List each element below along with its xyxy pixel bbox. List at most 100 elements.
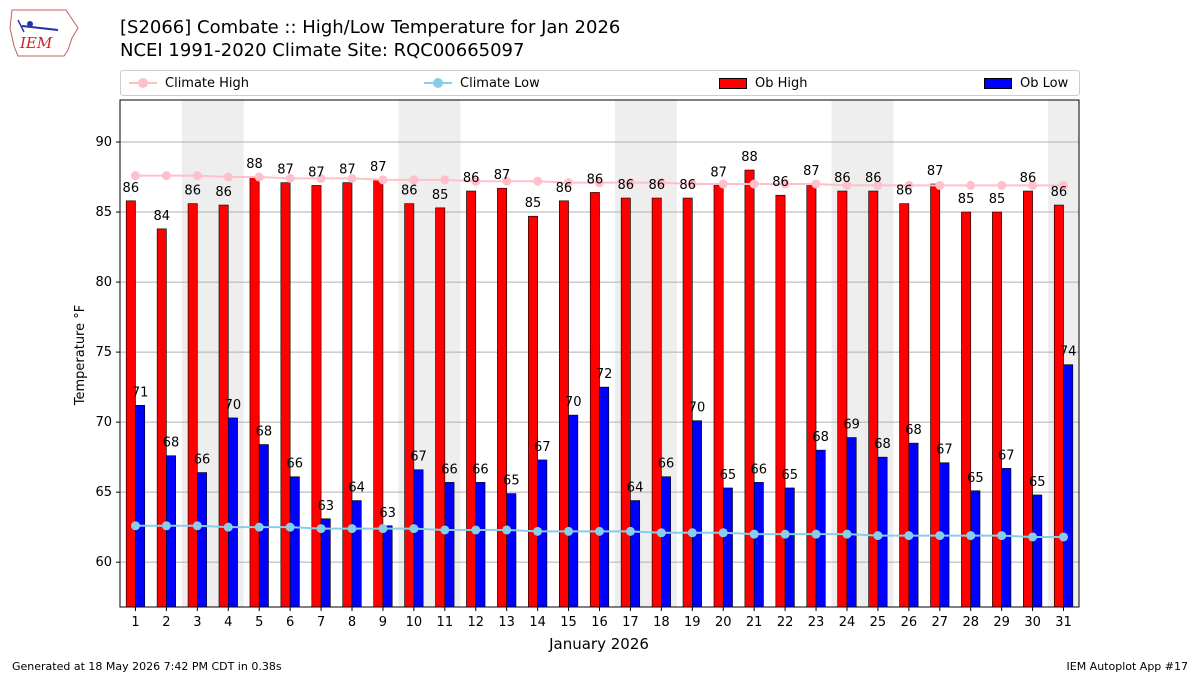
x-tick-label: 15 bbox=[560, 615, 577, 630]
bars-group bbox=[125, 169, 1074, 608]
ob-high-label: 85 bbox=[989, 192, 1006, 207]
ob-high-label: 86 bbox=[648, 178, 665, 193]
x-tick-label: 13 bbox=[498, 615, 515, 630]
ob-low-label: 67 bbox=[534, 440, 551, 455]
ob-low-label: 68 bbox=[256, 425, 273, 440]
ob-low-label: 66 bbox=[287, 457, 304, 472]
legend-label: Ob High bbox=[755, 75, 808, 91]
ob-low-bar bbox=[692, 420, 702, 608]
ob-low-label: 66 bbox=[194, 453, 211, 468]
climate-high-point bbox=[471, 176, 481, 186]
x-tick-label: 1 bbox=[131, 615, 139, 630]
ob-high-bar bbox=[156, 228, 167, 608]
ob-low-label: 68 bbox=[812, 430, 829, 445]
climate-high-point bbox=[285, 173, 295, 183]
legend-label: Climate Low bbox=[460, 75, 540, 91]
x-tick-label: 11 bbox=[437, 615, 454, 630]
legend-label: Ob Low bbox=[1020, 75, 1069, 91]
climate-high-point bbox=[440, 175, 450, 185]
climate-high-point bbox=[625, 178, 635, 188]
ob-low-bar bbox=[382, 525, 393, 608]
ob-high-bar bbox=[744, 169, 755, 608]
climate-high-point bbox=[192, 171, 202, 181]
ob-low-bar bbox=[413, 469, 424, 608]
ob-high-bar bbox=[1053, 204, 1064, 608]
ob-high-bar bbox=[620, 197, 631, 608]
climate-low-point bbox=[625, 526, 635, 536]
ob-low-bar bbox=[815, 449, 826, 608]
footer-generated-text: Generated at 18 May 2026 7:42 PM CDT in … bbox=[12, 660, 282, 673]
climate-low-point bbox=[440, 525, 450, 535]
ob-high-label: 87 bbox=[927, 164, 944, 179]
climate-high-point bbox=[223, 172, 233, 182]
ob-high-bar bbox=[868, 190, 879, 608]
climate-low-point bbox=[316, 524, 326, 534]
chart-legend: Climate High Climate Low Ob High Ob Low bbox=[120, 70, 1080, 96]
ob-high-bar bbox=[992, 211, 1002, 608]
ob-high-label: 88 bbox=[741, 150, 758, 165]
ob-high-label: 87 bbox=[308, 165, 325, 180]
x-tick-label: 28 bbox=[962, 615, 979, 630]
x-tick-label: 25 bbox=[870, 615, 887, 630]
climate-high-point bbox=[904, 180, 914, 190]
ob-high-label: 87 bbox=[339, 163, 356, 178]
ob-high-label: 86 bbox=[401, 184, 418, 199]
x-tick-label: 22 bbox=[777, 615, 794, 630]
x-tick-label: 6 bbox=[286, 615, 294, 630]
climate-high-point bbox=[873, 180, 883, 190]
climate-low-point bbox=[873, 531, 883, 541]
climate-low-point bbox=[842, 529, 852, 539]
x-tick-label: 31 bbox=[1055, 615, 1072, 630]
climate-low-point bbox=[966, 531, 976, 541]
ob-high-bar bbox=[280, 182, 291, 608]
climate-high-point bbox=[254, 172, 264, 182]
ob-low-label: 64 bbox=[627, 481, 644, 496]
climate-high-point bbox=[564, 178, 574, 188]
x-tick-label: 14 bbox=[529, 615, 546, 630]
ob-low-label: 65 bbox=[967, 471, 984, 486]
climate-low-point bbox=[533, 526, 543, 536]
climate-low-point bbox=[1059, 532, 1069, 542]
ob-low-bar bbox=[661, 476, 671, 608]
ob-high-label: 86 bbox=[679, 178, 696, 193]
ob-low-bar bbox=[197, 472, 207, 608]
climate-high-point bbox=[780, 179, 790, 189]
ob-high-label: 86 bbox=[1051, 185, 1068, 200]
ob-low-label: 66 bbox=[472, 462, 489, 477]
ob-high-label: 84 bbox=[153, 209, 170, 224]
x-axis-label: January 2026 bbox=[548, 635, 649, 653]
ob-high-bar bbox=[961, 211, 972, 608]
ob-low-label: 70 bbox=[565, 395, 582, 410]
ob-low-label: 65 bbox=[1029, 475, 1046, 490]
ob-low-bar bbox=[753, 482, 764, 608]
climate-high-point bbox=[811, 179, 821, 189]
ob-low-bar bbox=[599, 386, 610, 608]
ob-low-label: 66 bbox=[441, 462, 458, 477]
ob-high-bar bbox=[187, 203, 198, 608]
x-tick-label: 18 bbox=[653, 615, 670, 630]
ob-high-label: 86 bbox=[463, 171, 480, 186]
ob-high-bar bbox=[249, 176, 260, 608]
ob-low-bar bbox=[630, 500, 641, 608]
legend-item-climate-high: Climate High bbox=[129, 71, 249, 95]
ob-low-label: 68 bbox=[874, 437, 891, 452]
climate-low-point bbox=[935, 531, 945, 541]
climate-high-point bbox=[997, 180, 1007, 190]
ob-high-label: 86 bbox=[834, 171, 851, 186]
x-tick-label: 30 bbox=[1024, 615, 1041, 630]
ob-high-label: 88 bbox=[246, 157, 263, 172]
ob-low-label: 72 bbox=[596, 367, 613, 382]
x-tick-label: 17 bbox=[622, 615, 639, 630]
ob-high-bar bbox=[342, 182, 353, 608]
ob-low-label: 66 bbox=[658, 457, 675, 472]
x-tick-label: 20 bbox=[715, 615, 732, 630]
y-tick-label: 85 bbox=[95, 205, 112, 220]
ob-low-label: 63 bbox=[317, 499, 334, 514]
climate-high-point bbox=[502, 176, 512, 186]
footer-app-text: IEM Autoplot App #17 bbox=[1066, 660, 1189, 673]
ob-high-bar bbox=[589, 192, 600, 608]
ob-high-bar bbox=[837, 190, 848, 608]
ob-high-label: 87 bbox=[803, 164, 820, 179]
ob-low-label: 67 bbox=[410, 450, 427, 465]
